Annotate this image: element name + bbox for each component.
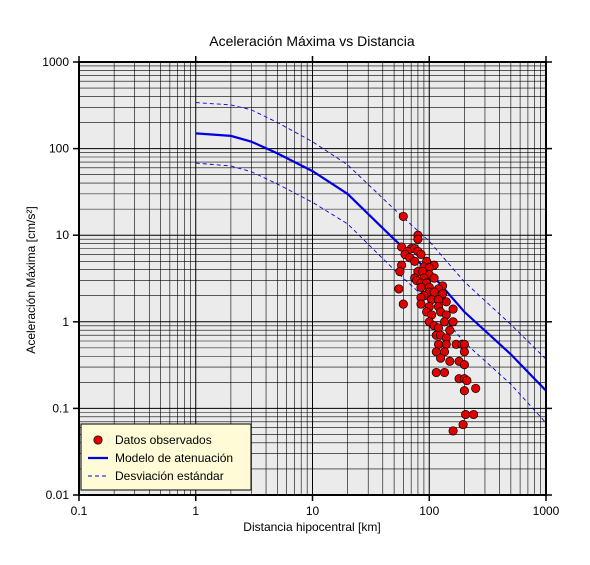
data-point <box>448 304 458 314</box>
data-point <box>458 420 468 430</box>
y-tick-label: 10 <box>56 228 70 242</box>
legend-label: Modelo de atenuación <box>115 451 233 465</box>
y-tick-label: 1 <box>62 315 69 329</box>
data-point <box>410 256 420 266</box>
data-point <box>439 367 450 378</box>
legend-box <box>80 423 252 491</box>
x-axis-label: Distancia hipocentral [km] <box>243 520 380 534</box>
legend-label: Desviación estándar <box>115 469 224 483</box>
data-point <box>398 299 408 309</box>
data-point <box>441 339 451 349</box>
std-dev-line <box>195 102 547 360</box>
x-tick-label: 100 <box>419 504 439 518</box>
data-point <box>433 339 444 349</box>
data-point <box>413 234 423 244</box>
data-point <box>459 347 469 357</box>
legend-marker <box>93 435 103 445</box>
x-tick-label: 1 <box>192 504 199 518</box>
data-point <box>416 249 426 259</box>
x-tick-label: 10 <box>306 504 320 518</box>
data-point <box>461 409 471 420</box>
y-tick-label: 0.1 <box>52 401 69 415</box>
data-point <box>459 386 469 396</box>
std-dev-line <box>195 162 547 424</box>
x-tick-label: 0.1 <box>71 504 88 518</box>
data-point <box>416 299 426 309</box>
data-point <box>471 383 481 393</box>
data-point <box>431 367 441 378</box>
data-point <box>459 360 469 370</box>
data-point <box>448 426 458 436</box>
chart-title: Aceleración Máxima vs Distancia <box>209 33 415 49</box>
data-point <box>441 297 451 307</box>
data-point <box>445 356 455 366</box>
y-axis-label: Aceleración Máxima [cm/s²] <box>24 206 38 353</box>
data-point <box>429 273 439 283</box>
grid <box>78 62 546 496</box>
series-lines <box>195 102 547 424</box>
data-point <box>462 375 472 386</box>
x-tick-label: 1000 <box>533 504 560 518</box>
data-point <box>395 267 405 277</box>
data-point <box>436 353 446 363</box>
data-point <box>448 317 458 327</box>
legend-label: Datos observados <box>115 433 212 447</box>
data-points <box>394 211 481 436</box>
data-point <box>416 282 426 292</box>
y-tick-label: 0.01 <box>46 488 70 502</box>
data-point <box>398 211 408 221</box>
model-line <box>195 132 547 392</box>
legend: Datos observados Modelo de atenuación Desv… <box>80 423 252 491</box>
y-tick-label: 1000 <box>42 55 69 69</box>
data-point <box>429 287 439 297</box>
data-point <box>459 339 469 349</box>
data-point <box>445 325 455 335</box>
y-tick-label: 100 <box>49 142 69 156</box>
data-point <box>394 284 404 294</box>
data-point <box>469 409 479 420</box>
